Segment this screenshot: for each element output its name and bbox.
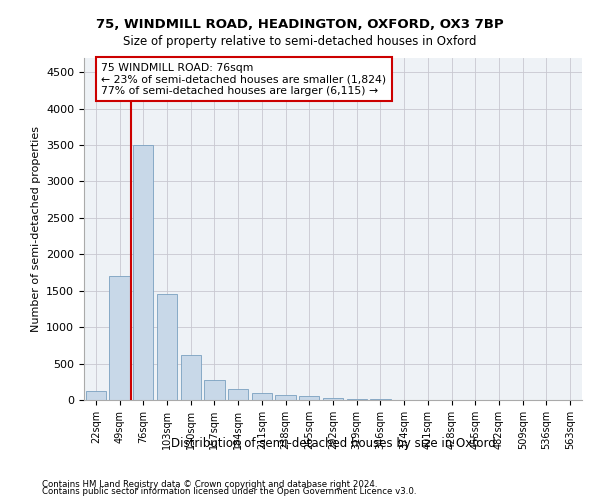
Text: 75 WINDMILL ROAD: 76sqm
← 23% of semi-detached houses are smaller (1,824)
77% of: 75 WINDMILL ROAD: 76sqm ← 23% of semi-de… [101,62,386,96]
Bar [133,145,154,400]
Bar [109,276,130,400]
Bar [157,294,177,400]
Text: Distribution of semi-detached houses by size in Oxford: Distribution of semi-detached houses by … [170,438,496,450]
Text: Contains HM Land Registry data © Crown copyright and database right 2024.: Contains HM Land Registry data © Crown c… [42,480,377,489]
Text: Contains public sector information licensed under the Open Government Licence v3: Contains public sector information licen… [42,488,416,496]
Bar [347,398,367,400]
Bar [252,393,272,400]
Bar [275,394,296,400]
Bar [181,355,201,400]
Bar [323,398,343,400]
Bar [299,396,319,400]
Bar [205,380,224,400]
Y-axis label: Number of semi-detached properties: Number of semi-detached properties [31,126,41,332]
Text: Size of property relative to semi-detached houses in Oxford: Size of property relative to semi-detach… [123,35,477,48]
Bar [228,390,248,400]
Text: 75, WINDMILL ROAD, HEADINGTON, OXFORD, OX3 7BP: 75, WINDMILL ROAD, HEADINGTON, OXFORD, O… [96,18,504,30]
Bar [86,392,106,400]
